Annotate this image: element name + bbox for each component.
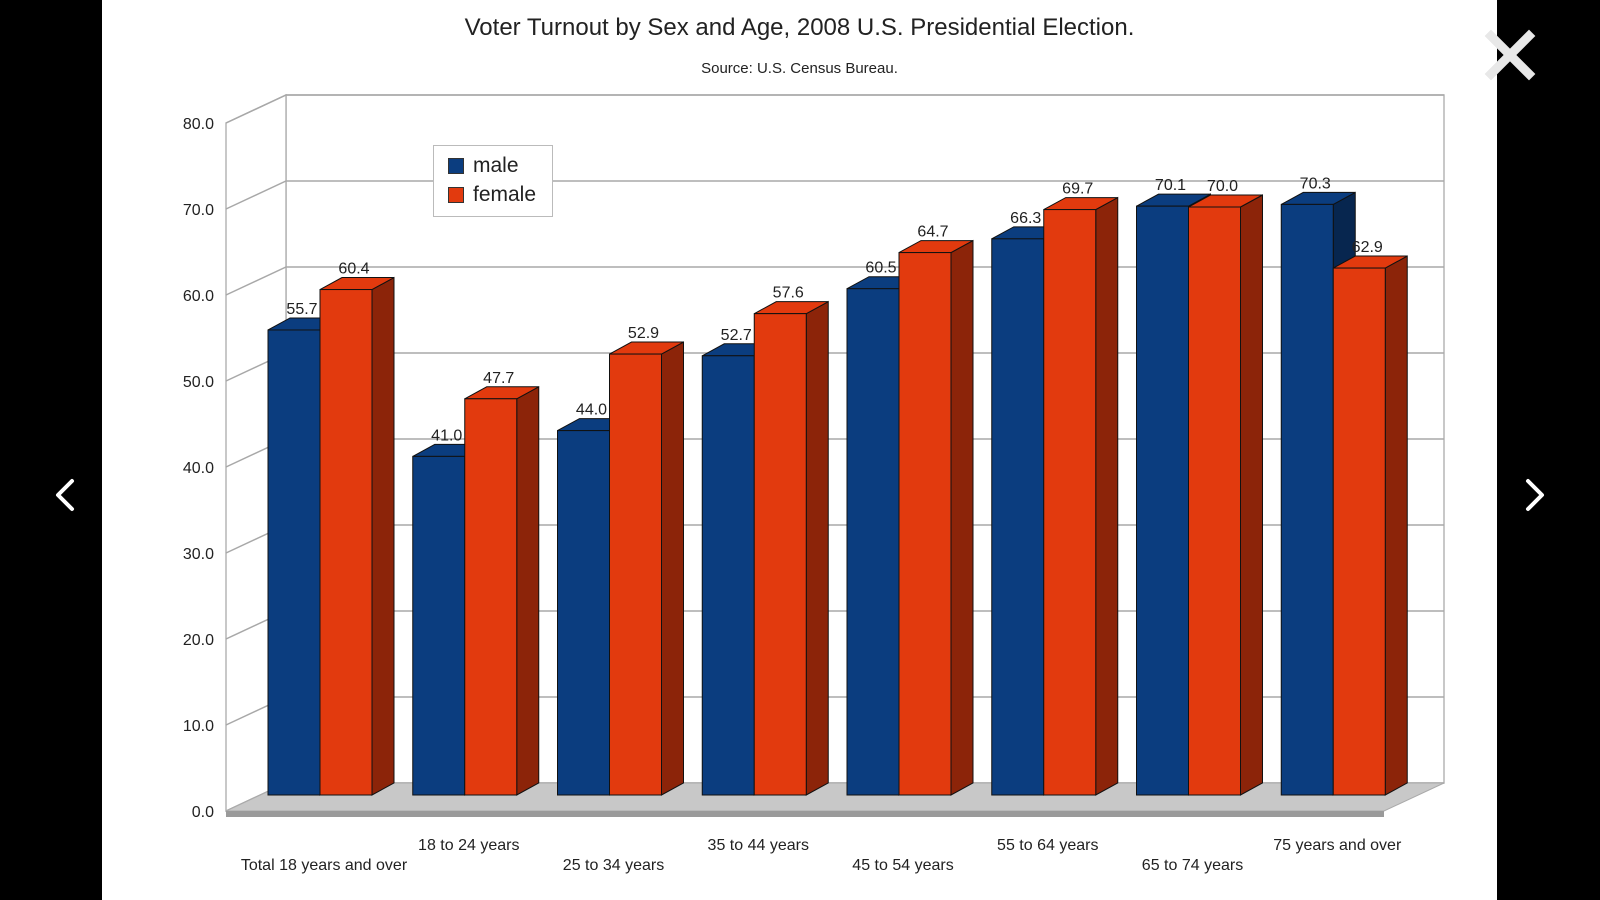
bar-female — [319, 289, 373, 796]
floor-edge — [226, 811, 1384, 817]
data-label: 60.4 — [338, 261, 369, 278]
bar-male — [1136, 205, 1189, 796]
x-tick-label: 75 years and over — [1273, 837, 1402, 854]
x-tick-label: 18 to 24 years — [418, 837, 519, 854]
next-button[interactable] — [1510, 470, 1560, 520]
bar-male — [846, 288, 900, 796]
chart-legend: male female — [433, 145, 553, 217]
x-tick-label: 45 to 54 years — [852, 857, 953, 874]
x-tick-label: 65 to 74 years — [1142, 857, 1243, 874]
y-tick-label: 60.0 — [183, 288, 214, 305]
x-tick-label: 35 to 44 years — [708, 837, 809, 854]
x-tick-label: Total 18 years and over — [241, 857, 408, 874]
legend-item-male: male — [448, 154, 519, 178]
bar-female — [753, 313, 807, 796]
bar-male — [412, 455, 466, 796]
gridline — [225, 180, 1444, 210]
bar-male — [557, 430, 610, 796]
data-label: 55.7 — [286, 301, 317, 318]
chart-subtitle: Source: U.S. Census Bureau. — [701, 60, 898, 77]
data-label: 70.3 — [1300, 175, 1331, 192]
bar-side — [371, 276, 395, 796]
bar-side — [1384, 255, 1408, 796]
bar-side — [1095, 196, 1119, 796]
bar-male — [1280, 203, 1334, 796]
y-tick-label: 0.0 — [192, 804, 214, 821]
x-tick-label: 25 to 34 years — [563, 857, 664, 874]
bar-side — [950, 239, 974, 796]
data-label: 70.1 — [1155, 177, 1186, 194]
y-tick-label: 20.0 — [183, 632, 214, 649]
x-tick-label: 55 to 64 years — [997, 837, 1098, 854]
data-label: 41.0 — [431, 427, 462, 444]
bar-male — [701, 355, 755, 796]
y-tick-label: 30.0 — [183, 546, 214, 563]
bar-female — [1332, 267, 1386, 796]
close-icon — [1484, 29, 1536, 81]
bar-female — [1188, 206, 1241, 796]
bar-male — [267, 329, 321, 796]
bar-female — [609, 353, 662, 796]
bar-side — [661, 341, 684, 796]
close-button[interactable] — [1477, 22, 1543, 88]
bar-female — [464, 398, 518, 796]
bar-side — [1240, 194, 1263, 796]
bar-female — [898, 252, 952, 796]
data-label: 64.7 — [917, 224, 948, 241]
data-label: 62.9 — [1352, 239, 1383, 256]
chart-title: Voter Turnout by Sex and Age, 2008 U.S. … — [464, 14, 1135, 41]
floor — [225, 782, 1445, 812]
bar-female — [1043, 209, 1097, 796]
data-label: 69.7 — [1062, 181, 1093, 198]
data-label: 47.7 — [483, 370, 514, 387]
legend-swatch-female — [448, 187, 464, 203]
bar-side — [516, 385, 540, 796]
y-tick-label: 80.0 — [183, 116, 214, 133]
bar-side — [805, 300, 829, 796]
y-tick-label: 40.0 — [183, 460, 214, 477]
data-label: 52.9 — [628, 325, 659, 342]
bar-chart: 0.0 10.0 20.0 30.0 40.0 50.0 60.0 70.0 80.0 55.7 6… — [183, 93, 1445, 874]
data-label: 70.0 — [1207, 178, 1238, 195]
bar-male — [991, 238, 1045, 796]
chevron-right-icon — [1526, 479, 1544, 511]
y-tick-label: 50.0 — [183, 374, 214, 391]
previous-button[interactable] — [40, 470, 90, 520]
legend-label-male: male — [473, 154, 519, 177]
legend-item-female: female — [448, 183, 536, 207]
legend-label-female: female — [473, 183, 537, 206]
gridline — [225, 94, 1444, 124]
data-label: 57.6 — [773, 285, 804, 302]
legend-swatch-male — [448, 158, 464, 174]
data-label: 44.0 — [576, 402, 607, 419]
data-label: 60.5 — [865, 260, 896, 277]
chevron-left-icon — [56, 479, 74, 511]
data-label: 52.7 — [721, 327, 752, 344]
data-label: 66.3 — [1010, 210, 1041, 227]
y-tick-label: 10.0 — [183, 718, 214, 735]
y-tick-label: 70.0 — [183, 202, 214, 219]
chart-image: 0.0 10.0 20.0 30.0 40.0 50.0 60.0 70.0 80.0 55.7 6… — [102, 0, 1497, 900]
